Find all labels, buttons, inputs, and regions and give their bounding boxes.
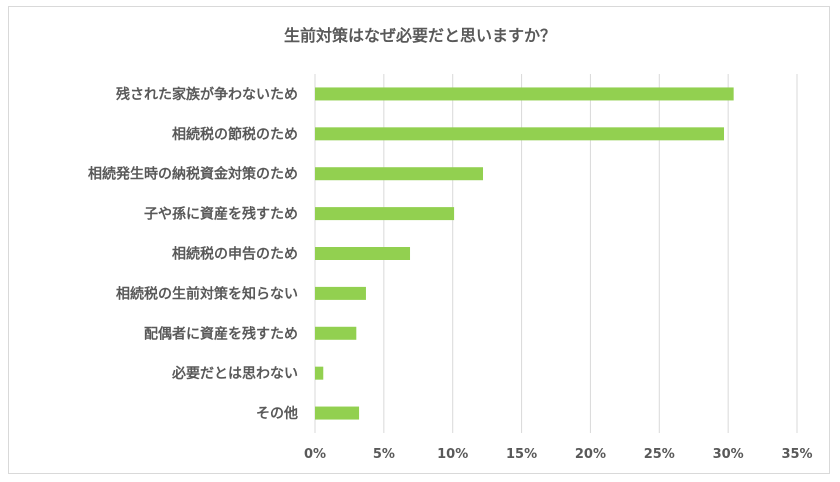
category-label: その他	[256, 405, 298, 422]
x-tick-label: 5%	[373, 447, 395, 462]
category-label: 相続税の申告のため	[172, 246, 298, 263]
bar	[315, 87, 734, 101]
bar	[315, 127, 725, 141]
bar	[315, 326, 357, 340]
category-label: 相続税の生前対策を知らない	[116, 285, 298, 302]
x-tick-label: 20%	[575, 447, 606, 462]
bar	[315, 406, 360, 420]
x-axis-ticks: 0% 5% 10% 15% 20% 25% 30% 35%	[304, 447, 813, 462]
category-label: 子や孫に資産を残すため	[144, 206, 298, 223]
chart-title: 生前対策はなぜ必要だと思いますか？	[283, 26, 556, 45]
category-label: 相続発生時の納税資金対策のため	[88, 166, 298, 183]
category-label: 相続税の節税のため	[172, 126, 298, 143]
x-tick-label: 10%	[437, 447, 468, 462]
bar	[315, 247, 411, 260]
x-tick-label: 0%	[304, 447, 326, 462]
bar	[315, 286, 366, 300]
category-label: 必要だとは思わない	[171, 365, 298, 382]
bar	[315, 366, 324, 380]
bar	[315, 207, 455, 221]
x-tick-label: 35%	[781, 447, 812, 462]
x-tick-label: 15%	[506, 447, 537, 462]
x-tick-label: 30%	[713, 447, 744, 462]
category-label: 配偶者に資産を残すため	[144, 325, 298, 342]
bars	[315, 87, 734, 420]
chart-frame	[8, 6, 830, 474]
category-labels: 残された家族が争わないため相続税の節税のため相続発生時の納税資金対策のため子や孫…	[88, 86, 298, 422]
category-label: 残された家族が争わないため	[116, 86, 298, 103]
x-tick-label: 25%	[644, 447, 675, 462]
bar	[315, 167, 484, 181]
